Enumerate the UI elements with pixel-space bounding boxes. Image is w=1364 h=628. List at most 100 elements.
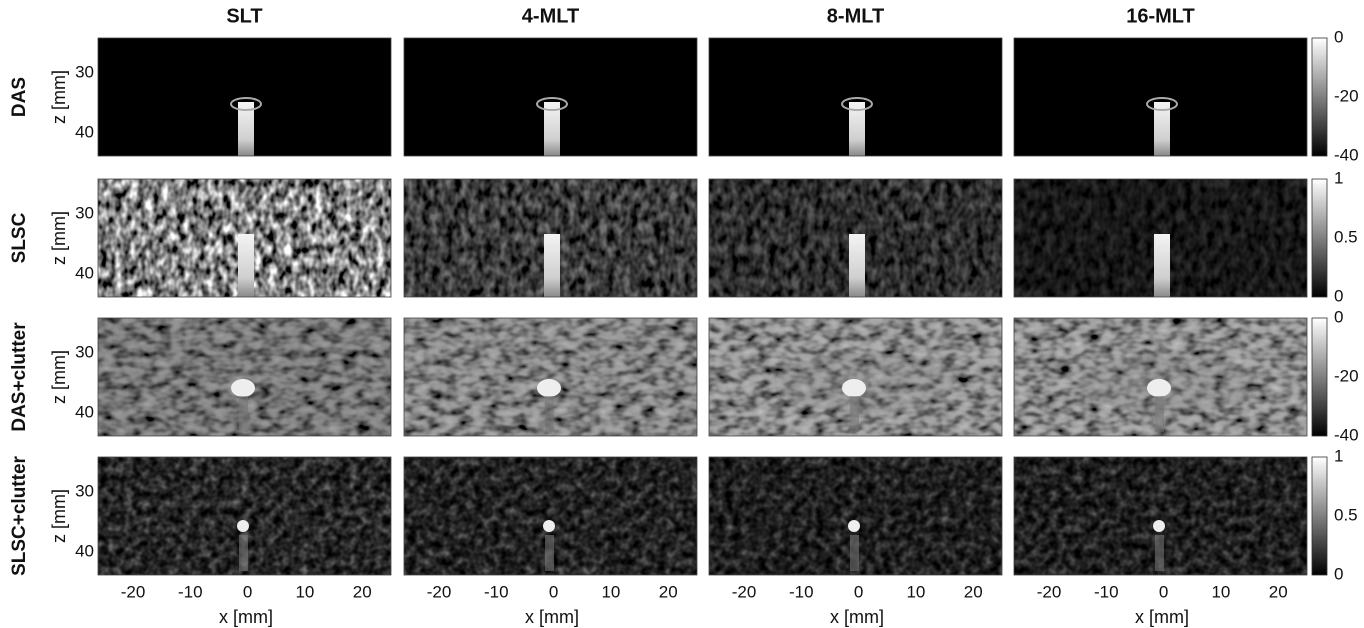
panel-border bbox=[403, 178, 698, 298]
x-axis-label: x [mm] bbox=[525, 607, 579, 627]
panel-border bbox=[403, 317, 698, 437]
target-tail bbox=[1155, 535, 1164, 571]
image-panel bbox=[1013, 37, 1308, 157]
panel-border bbox=[708, 317, 1003, 437]
panel-border bbox=[403, 37, 698, 157]
panel-border bbox=[403, 456, 698, 576]
colorbar-tick-label: -40 bbox=[1334, 145, 1359, 164]
x-axis-label: x [mm] bbox=[1135, 607, 1189, 627]
target bbox=[1154, 102, 1170, 156]
x-tick-label: 20 bbox=[964, 582, 983, 601]
target-tail bbox=[545, 535, 554, 571]
clutter-glow bbox=[774, 353, 954, 413]
image-panel bbox=[708, 317, 1003, 437]
image-panel bbox=[708, 37, 1003, 157]
target-tail bbox=[850, 396, 859, 432]
x-tick-label: 0 bbox=[854, 582, 863, 601]
colorbar bbox=[1311, 317, 1328, 437]
target-head bbox=[848, 520, 860, 532]
x-tick-label: 10 bbox=[906, 582, 925, 601]
target-head bbox=[537, 379, 561, 397]
panel-border bbox=[97, 317, 392, 437]
target-tail bbox=[545, 396, 554, 432]
target-head bbox=[543, 520, 555, 532]
panel-border bbox=[1013, 37, 1308, 157]
x-tick-label: 10 bbox=[601, 582, 620, 601]
target-head bbox=[1153, 520, 1165, 532]
image-panel bbox=[403, 317, 698, 437]
image-panel bbox=[1013, 178, 1308, 298]
x-tick-label: -20 bbox=[121, 582, 146, 601]
y-tick-label: 30 bbox=[75, 342, 94, 361]
colorbar-tick-label: -20 bbox=[1334, 86, 1359, 105]
x-tick-label: 0 bbox=[1159, 582, 1168, 601]
colorbar-tick-label: 0.5 bbox=[1334, 227, 1358, 246]
x-tick-label: -10 bbox=[1094, 582, 1119, 601]
colorbar-tick-label: 1 bbox=[1334, 168, 1343, 187]
x-tick-label: -10 bbox=[484, 582, 509, 601]
colorbar bbox=[1311, 178, 1328, 298]
y-tick-label: 30 bbox=[75, 62, 94, 81]
y-tick-label: 30 bbox=[75, 481, 94, 500]
x-axis-label: x [mm] bbox=[830, 607, 884, 627]
x-tick-label: 10 bbox=[1211, 582, 1230, 601]
target bbox=[238, 102, 254, 156]
x-tick-label: -20 bbox=[1037, 582, 1062, 601]
x-tick-label: -10 bbox=[178, 582, 203, 601]
row-label: DAS+clutter bbox=[9, 322, 30, 432]
target bbox=[544, 102, 560, 156]
y-tick-label: 40 bbox=[75, 263, 94, 282]
image-panel bbox=[97, 456, 392, 576]
image-panel bbox=[1013, 456, 1308, 576]
image-panel bbox=[1013, 317, 1308, 437]
y-tick-label: 40 bbox=[75, 122, 94, 141]
panel-border bbox=[97, 178, 392, 298]
target bbox=[238, 234, 254, 297]
target-tail bbox=[1155, 396, 1164, 432]
x-tick-label: -10 bbox=[789, 582, 814, 601]
x-tick-label: 10 bbox=[295, 582, 314, 601]
target-head bbox=[231, 379, 255, 397]
y-axis-label: z [mm] bbox=[49, 350, 69, 404]
colorbar-tick-label: 0 bbox=[1334, 27, 1343, 46]
colorbar-tick-label: 0.5 bbox=[1334, 505, 1358, 524]
row-label: SLSC bbox=[9, 212, 30, 263]
image-panel bbox=[708, 456, 1003, 576]
panel-border bbox=[97, 37, 392, 157]
column-title: SLT bbox=[226, 5, 262, 27]
image-panel bbox=[97, 37, 392, 157]
row-label: SLSC+clutter bbox=[9, 455, 30, 575]
target-tail bbox=[239, 396, 248, 432]
x-tick-label: 20 bbox=[1269, 582, 1288, 601]
colorbar bbox=[1311, 37, 1328, 157]
image-panel bbox=[403, 178, 698, 298]
colorbar-tick-label: 0 bbox=[1334, 286, 1343, 305]
colorbar-tick-label: 0 bbox=[1334, 564, 1343, 583]
image-panel bbox=[403, 456, 698, 576]
target bbox=[544, 234, 560, 297]
target bbox=[849, 234, 865, 297]
target-head bbox=[841, 97, 873, 111]
target-tail bbox=[239, 535, 248, 571]
target-head bbox=[842, 379, 866, 397]
y-tick-label: 40 bbox=[75, 402, 94, 421]
image-panel bbox=[97, 317, 392, 437]
y-axis-label: z [mm] bbox=[49, 70, 69, 124]
x-tick-label: -20 bbox=[427, 582, 452, 601]
column-title: 4-MLT bbox=[522, 5, 579, 27]
image-panel bbox=[708, 178, 1003, 298]
colorbar-tick-label: -40 bbox=[1334, 425, 1359, 444]
colorbar-tick-label: -20 bbox=[1334, 366, 1359, 385]
x-tick-label: 0 bbox=[549, 582, 558, 601]
target-head bbox=[230, 97, 262, 111]
y-axis-label: z [mm] bbox=[49, 489, 69, 543]
colorbar-tick-label: 1 bbox=[1334, 446, 1343, 465]
image-panel bbox=[97, 178, 392, 298]
colorbar-tick-label: 0 bbox=[1334, 307, 1343, 326]
panel-border bbox=[97, 456, 392, 576]
column-title: 16-MLT bbox=[1126, 5, 1195, 27]
x-tick-label: -20 bbox=[732, 582, 757, 601]
panel-border bbox=[1013, 456, 1308, 576]
y-axis-label: z [mm] bbox=[49, 211, 69, 265]
